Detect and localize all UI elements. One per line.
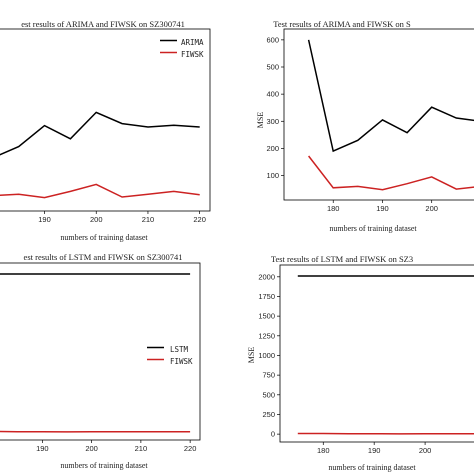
chart-2-ytick-label-600: 600 [266,35,279,44]
chart-4-ylabel: MSE [247,347,256,364]
chart-4-ytick-label-500: 500 [262,390,275,399]
chart-3-title: est results of LSTM and FIWSK on SZ30074… [24,252,183,262]
chart-2-ytick-label-500: 500 [266,63,279,72]
chart-4-ytick-label-250: 250 [262,410,275,419]
chart-1-xtick-label-210: 210 [142,215,155,224]
chart-2-group: 180 190 200 100 200 300 400 500 600 [266,28,474,213]
chart-2-xtick-label-200: 200 [425,204,438,213]
chart-4-xtick-label-200: 200 [419,446,432,455]
chart-4-xtick-label-190: 190 [368,446,381,455]
chart-2-frame [283,28,474,201]
chart-3-frame [0,262,201,441]
chart-4-ytick-label-1000: 1000 [258,351,275,360]
chart-1-legend-arima: ARIMA [181,38,204,47]
chart-1-title: est results of ARIMA and FIWSK on SZ3007… [21,19,185,29]
chart-1-series-arima [0,111,200,156]
chart-3-xtick-label-210: 210 [135,444,148,453]
chart-3-legend-lstm: LSTM [170,345,189,354]
chart-4-frame [279,264,474,443]
chart-1-xtick-label-200: 200 [90,215,103,224]
chart-4-title: Test results of LSTM and FIWSK on SZ3 [271,254,413,264]
chart-2-xtick-label-180: 180 [327,204,340,213]
chart-2-xtick-label-190: 190 [376,204,389,213]
chart-2-ytick-label-100: 100 [266,171,279,180]
chart-3-group: 190 200 210 220 [0,262,201,453]
chart-3-xtick-label-190: 190 [36,444,49,453]
chart-2-ytick-label-300: 300 [266,117,279,126]
chart-2-title: Test results of ARIMA and FIWSK on S [273,19,411,29]
chart-4-xlabel: numbers of training dataset [328,463,416,472]
chart-2-series-fiwsk [308,155,474,191]
chart-4-ytick-label-2000: 2000 [258,272,275,281]
chart-2-series-arima [307,39,474,153]
chart-4-xtick-label-180: 180 [317,446,330,455]
chart-2-xlabel: numbers of training dataset [329,224,417,233]
chart-1-xtick-label-220: 220 [193,215,206,224]
chart-1-xtick-label-190: 190 [38,215,51,224]
chart-4-ytick-label-750: 750 [262,371,275,380]
chart-4-ytick-label-1500: 1500 [258,312,275,321]
chart-4-ytick-label-1250: 1250 [258,331,275,340]
chart-3-xtick-label-200: 200 [85,444,98,453]
chart-4-ytick-label-1750: 1750 [258,292,275,301]
chart-2-ytick-label-200: 200 [266,144,279,153]
chart-1-group: 190 200 210 220 [0,28,211,224]
chart-1-xlabel: numbers of training dataset [60,233,148,242]
chart-1-legend-fiwsk: FIWSK [181,50,204,59]
chart-1-frame [0,28,211,212]
chart-4-ytick-label-0: 0 [271,430,275,439]
chart-1-series-fiwsk [0,183,200,199]
chart-2-ylabel: MSE [256,112,265,129]
chart-2-ytick-label-400: 400 [266,90,279,99]
chart-3-legend-fiwsk: FIWSK [170,357,193,366]
chart-3-xtick-label-220: 220 [184,444,197,453]
chart-3-xlabel: numbers of training dataset [60,461,148,470]
